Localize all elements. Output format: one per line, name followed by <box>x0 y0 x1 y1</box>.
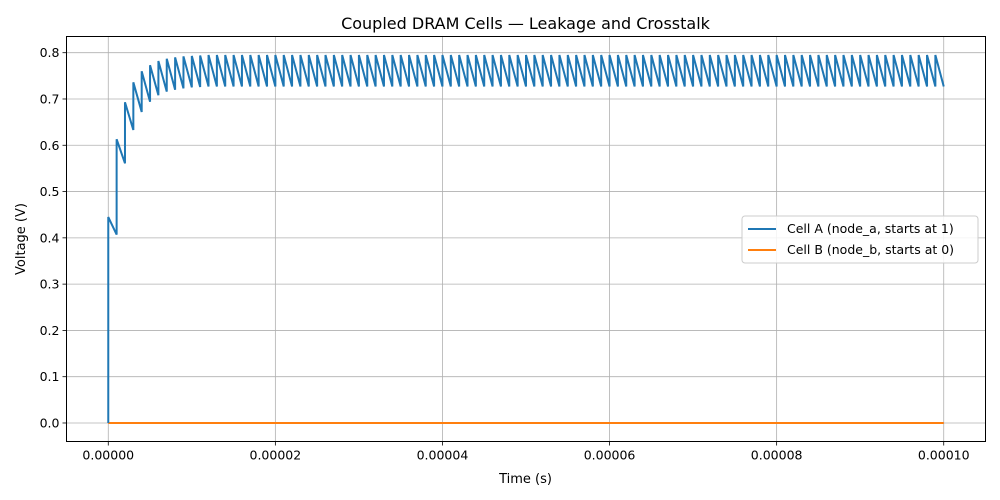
y-tick-label: 0.3 <box>40 277 60 292</box>
legend-label-cell-a: Cell A (node_a, starts at 1) <box>787 221 954 236</box>
y-tick-label: 0.4 <box>40 230 60 245</box>
x-tick-label: 0.00004 <box>417 448 469 463</box>
chart-title: Coupled DRAM Cells — Leakage and Crossta… <box>341 14 711 33</box>
y-tick-label: 0.2 <box>40 323 60 338</box>
y-tick-label: 0.7 <box>40 91 60 106</box>
y-tick-label: 0.8 <box>40 45 60 60</box>
y-tick-label: 0.5 <box>40 184 60 199</box>
y-tick-label: 0.1 <box>40 369 60 384</box>
y-axis-label: Voltage (V) <box>14 203 29 275</box>
x-tick-label: 0.00006 <box>584 448 636 463</box>
series-layer <box>107 54 945 424</box>
x-axis-label: Time (s) <box>498 472 552 487</box>
y-tick-label: 0.0 <box>40 415 60 430</box>
legend-label-cell-b: Cell B (node_b, starts at 0) <box>787 242 954 257</box>
x-tick-label: 0.00002 <box>250 448 302 463</box>
series-line-cell-a <box>107 54 945 423</box>
legend: Cell A (node_a, starts at 1) Cell B (nod… <box>741 215 979 264</box>
y-tick-label: 0.6 <box>40 138 60 153</box>
ticks: 0.00000 0.00002 0.00004 0.00006 0.00008 0.000… <box>40 45 970 462</box>
x-tick-label: 0.00000 <box>82 448 134 463</box>
plot-frame <box>66 36 986 442</box>
x-tick-label: 0.00010 <box>918 448 970 463</box>
x-tick-label: 0.00008 <box>751 448 803 463</box>
legend-box <box>741 215 979 264</box>
